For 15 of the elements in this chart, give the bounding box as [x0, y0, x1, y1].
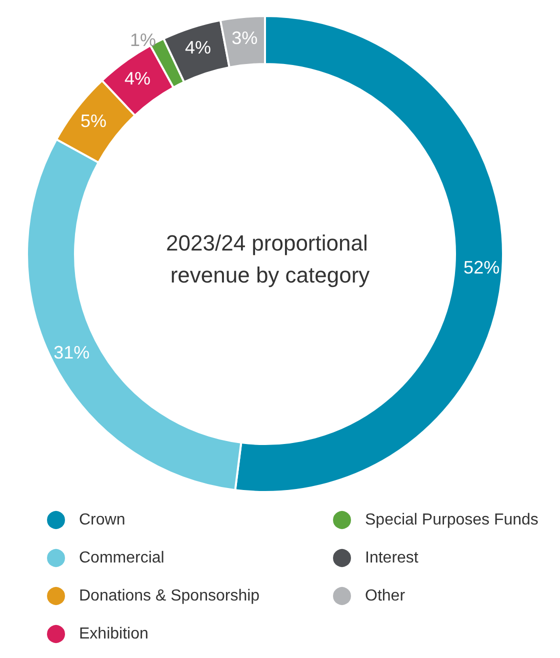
- legend-label: Donations & Sponsorship: [79, 588, 260, 604]
- data-label: 31%: [54, 342, 90, 363]
- data-label: 4%: [124, 68, 150, 88]
- legend-label: Special Purposes Funds: [365, 512, 538, 528]
- data-label: 52%: [464, 258, 500, 278]
- legend-label: Crown: [79, 512, 126, 528]
- data-label: 4%: [184, 38, 211, 58]
- data-label: 5%: [80, 111, 107, 131]
- legend-label: Commercial: [79, 550, 164, 566]
- legend-label: Other: [365, 588, 406, 604]
- legend-label: Interest: [365, 550, 419, 566]
- text: 2023/24 proportional revenue by category: [166, 230, 374, 288]
- data-label: 1%: [130, 30, 156, 50]
- data-label: 3%: [232, 28, 258, 48]
- legend-label: Exhibition: [79, 626, 148, 642]
